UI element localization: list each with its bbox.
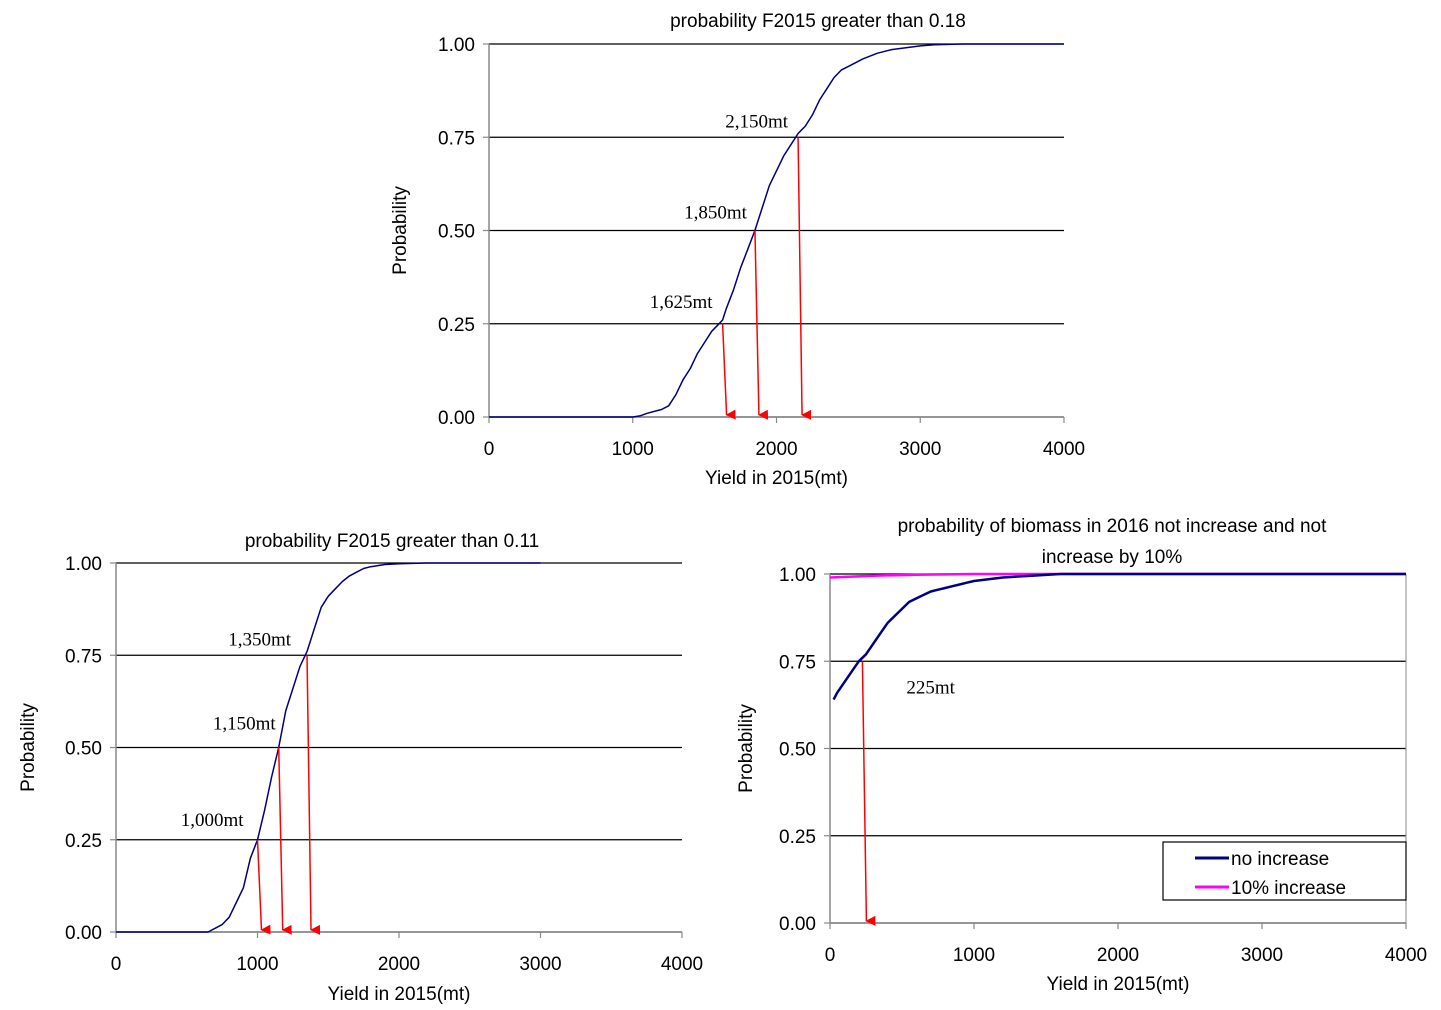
- arrow-annotation: 1,850mt: [684, 203, 748, 224]
- arrow-annotation: 1,150mt: [213, 714, 277, 735]
- x-tick-label: 4000: [1043, 439, 1085, 460]
- drop-arrow: [256, 839, 271, 935]
- x-tick-label: 3000: [1241, 945, 1283, 966]
- arrow-annotation: 1,625mt: [650, 292, 714, 313]
- x-tick-label: 2000: [1097, 945, 1139, 966]
- y-axis-label: Probability: [736, 704, 757, 793]
- x-tick-label: 2000: [378, 954, 420, 975]
- chart-title: probability F2015 greater than 0.11: [245, 531, 539, 552]
- legend-label: no increase: [1231, 849, 1329, 870]
- y-tick-label: 0.75: [438, 128, 475, 149]
- chart-title: increase by 10%: [1042, 547, 1183, 568]
- chart-top: probability F2015 greater than 0.18 0.00 0…: [390, 11, 1085, 489]
- y-tick-label: 0.00: [438, 408, 475, 429]
- drop-arrow: [797, 137, 812, 420]
- y-tick-label: 0.25: [438, 315, 475, 336]
- series-line: [116, 562, 541, 933]
- y-tick-label: 0.50: [438, 222, 475, 243]
- x-tick-label: 0: [484, 439, 495, 460]
- x-tick-label: 1000: [236, 954, 278, 975]
- drop-arrow: [277, 747, 292, 935]
- series-line: [489, 43, 1064, 418]
- y-tick-label: 1.00: [779, 565, 816, 586]
- x-tick-label: 4000: [661, 954, 703, 975]
- y-tick-label: 0.25: [779, 827, 816, 848]
- x-tick-label: 1000: [612, 439, 654, 460]
- arrow-annotation: 2,150mt: [725, 111, 789, 132]
- y-tick-label: 0.75: [65, 646, 102, 667]
- chart-bottom-right: probability of biomass in 2016 not incre…: [736, 516, 1427, 995]
- drop-arrow: [754, 230, 769, 420]
- y-tick-label: 0.50: [779, 740, 816, 761]
- arrow-annotation: 1,000mt: [181, 810, 245, 831]
- y-tick-label: 0.00: [779, 914, 816, 935]
- drop-arrow: [861, 661, 876, 926]
- y-tick-label: 0.50: [65, 739, 102, 760]
- legend: no increase 10% increase: [1162, 841, 1407, 901]
- x-tick-label: 3000: [899, 439, 941, 460]
- y-tick-label: 0.25: [65, 831, 102, 852]
- y-axis-label: Probability: [18, 703, 39, 792]
- series-line: [832, 572, 1406, 701]
- y-axis-label: Probability: [390, 186, 411, 275]
- x-tick-label: 0: [825, 945, 836, 966]
- drop-arrow: [306, 655, 321, 935]
- chart-title: probability F2015 greater than 0.18: [670, 11, 966, 32]
- y-tick-label: 1.00: [438, 35, 475, 56]
- arrow-annotation: 225mt: [906, 677, 955, 698]
- y-tick-label: 0.00: [65, 923, 102, 944]
- x-axis-label: Yield in 2015(mt): [328, 984, 471, 1005]
- x-tick-label: 1000: [953, 945, 995, 966]
- x-tick-label: 3000: [519, 954, 561, 975]
- x-tick-label: 0: [111, 954, 122, 975]
- y-tick-label: 1.00: [65, 554, 102, 575]
- legend-box: [1162, 841, 1407, 901]
- chart-title: probability of biomass in 2016 not incre…: [898, 516, 1328, 537]
- chart-bottom-left: probability F2015 greater than 0.11 0.00 0…: [18, 531, 703, 1005]
- x-tick-label: 4000: [1385, 945, 1427, 966]
- drop-arrow: [721, 323, 736, 420]
- x-axis-label: Yield in 2015(mt): [1047, 974, 1190, 995]
- legend-label: 10% increase: [1231, 878, 1346, 899]
- x-tick-label: 2000: [755, 439, 797, 460]
- arrow-annotation: 1,350mt: [228, 629, 292, 650]
- x-axis-label: Yield in 2015(mt): [705, 468, 848, 489]
- y-tick-label: 0.75: [779, 652, 816, 673]
